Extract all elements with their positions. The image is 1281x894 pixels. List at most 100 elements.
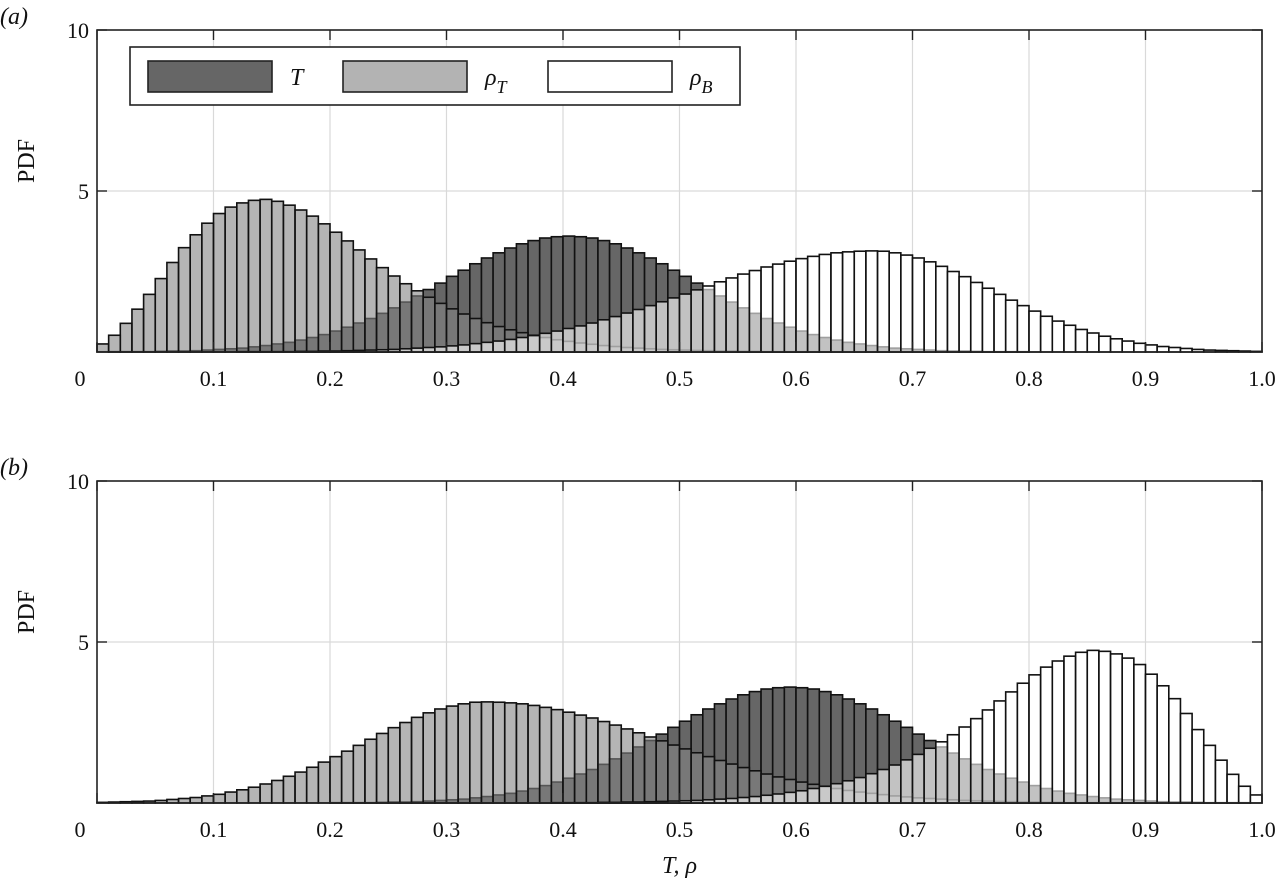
histogram-bar [515, 336, 529, 353]
histogram-bar [259, 783, 273, 804]
x-tick-label: 0.1 [200, 817, 228, 842]
histogram-bar [364, 738, 378, 804]
y-axis-label: PDF [14, 590, 40, 634]
histogram-bar [969, 281, 984, 353]
histogram-bar [783, 260, 797, 353]
histogram-bar [900, 759, 914, 804]
histogram-bar [1028, 674, 1042, 804]
histogram-bar [900, 254, 914, 353]
histogram-bar [655, 740, 669, 804]
histogram-bar [410, 716, 424, 804]
histogram-bar [236, 788, 250, 804]
histogram-bar [795, 257, 809, 353]
histogram-bar [865, 772, 879, 804]
histogram-bar [247, 199, 261, 353]
histogram-bar [387, 275, 401, 353]
histogram-bar [352, 249, 366, 353]
histogram-bar [1016, 304, 1030, 353]
histogram-bar [457, 703, 471, 804]
histogram-bar [305, 215, 320, 353]
histogram-bar [841, 251, 856, 353]
histogram-bar [946, 733, 960, 804]
histogram-bar [818, 785, 832, 804]
histogram-bar [946, 270, 960, 353]
histogram-bar [806, 255, 821, 353]
histogram-bar [1074, 328, 1089, 353]
histogram-bar [701, 285, 716, 353]
histogram-bar [1109, 653, 1124, 804]
histogram-bar [259, 198, 273, 353]
histogram-bar [282, 775, 296, 804]
histogram-bar [701, 755, 716, 804]
histogram-bar [1004, 691, 1019, 804]
histogram-bar [96, 343, 110, 353]
histogram-bar [224, 206, 238, 353]
histogram-bar [294, 771, 308, 804]
histogram-bar [1144, 344, 1158, 353]
histogram-bar [1133, 663, 1147, 804]
histogram-bar [166, 261, 180, 353]
histogram-bar [620, 728, 634, 804]
panel-label: (b) [0, 455, 28, 481]
histogram-bar [713, 759, 727, 804]
histogram-bar [760, 266, 774, 353]
x-tick-label: 0.3 [433, 817, 461, 842]
panel-a: 0 0.1 0.2 0.3 0.4 0.5 0.6 0.7 0.8 0.9 1.0 5 10 PDF (a)… [0, 4, 1276, 391]
histogram-bar [841, 779, 856, 804]
x-tick-label: 0.8 [1015, 817, 1043, 842]
histogram-bar [503, 702, 518, 804]
histogram-bar [655, 300, 669, 353]
histogram-bar [468, 701, 483, 804]
histogram-bar [795, 789, 809, 804]
histogram-bar [585, 322, 599, 353]
histogram-bar [550, 708, 564, 804]
histogram-bar [876, 768, 890, 804]
x-tick-label: 1.0 [1248, 366, 1276, 391]
histogram-bar [958, 726, 972, 804]
histogram-bar [107, 334, 122, 353]
x-tick-label: 0.4 [549, 366, 577, 391]
y-tick-label: 10 [67, 18, 89, 43]
histogram-bar [736, 273, 751, 353]
legend-swatch [547, 60, 673, 93]
histogram-bar [201, 795, 215, 804]
histogram-bar [492, 701, 506, 804]
histogram-bar [608, 724, 623, 804]
histogram-bar [934, 741, 949, 804]
histogram-bar [783, 791, 797, 804]
histogram-bar [527, 334, 541, 353]
histogram-bar [340, 240, 355, 353]
histogram-bar [1039, 666, 1054, 804]
y-tick-label: 5 [78, 179, 89, 204]
x-tick-label: 0.2 [316, 817, 344, 842]
histogram-bar [1063, 655, 1077, 804]
histogram-bar [678, 748, 692, 804]
series-rho-B [550, 649, 1263, 804]
histogram-bar [725, 763, 739, 804]
histogram-bar [142, 293, 157, 353]
x-tick-label: 0.5 [666, 817, 694, 842]
histogram-bar [550, 330, 564, 353]
histogram-bar [760, 794, 774, 804]
histogram-bar [1156, 684, 1170, 804]
series-rho-T [96, 701, 1124, 804]
histogram-bar [876, 250, 890, 353]
histogram-bar [329, 231, 343, 353]
histogram-bar [1086, 332, 1100, 353]
histogram-bar [375, 732, 390, 804]
histogram-bar [818, 253, 832, 353]
histogram-bar [830, 252, 844, 353]
series-rho-T [96, 198, 809, 353]
histogram-bar [468, 342, 483, 353]
histogram-bar [282, 204, 296, 353]
histogram-bar [480, 701, 494, 804]
x-tick-label: 0.6 [782, 817, 810, 842]
histogram-bar [236, 202, 250, 353]
histogram-bar [410, 290, 424, 353]
histogram-bar [888, 252, 902, 353]
histogram-bar [1016, 682, 1030, 804]
legend-swatch [342, 60, 468, 93]
histogram-bar [247, 786, 261, 804]
histogram-bar [667, 297, 681, 353]
x-tick-label: 0 [75, 817, 86, 842]
